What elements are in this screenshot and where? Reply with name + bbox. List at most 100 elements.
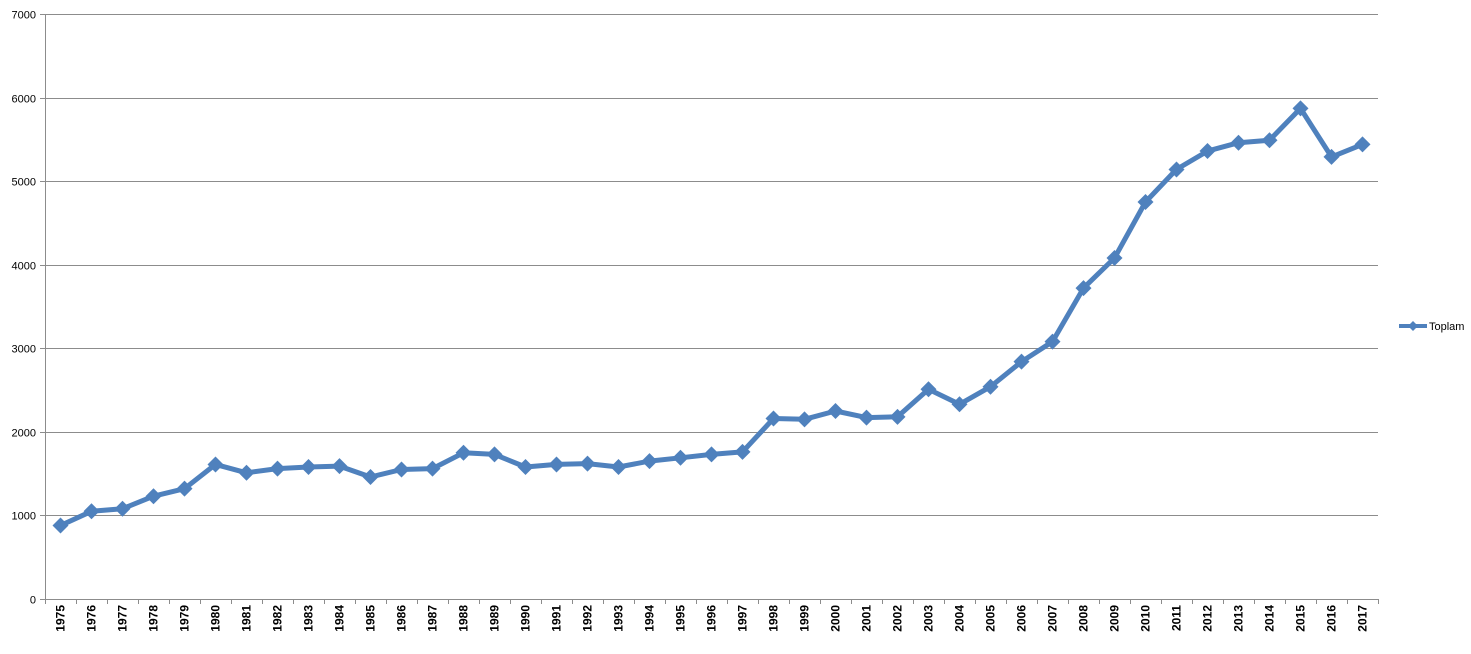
x-tick-label: 2011 xyxy=(1170,605,1184,631)
gridlines xyxy=(45,14,1378,516)
x-tick-label: 1984 xyxy=(333,605,347,632)
data-point-marker xyxy=(1199,143,1216,160)
data-point-marker xyxy=(455,444,472,461)
x-tick-label: 1991 xyxy=(550,605,564,632)
x-tick-label: 1979 xyxy=(178,605,192,632)
data-point-marker xyxy=(517,458,534,475)
x-tick-label: 2013 xyxy=(1232,605,1246,632)
data-point-marker xyxy=(858,409,875,426)
data-point-marker xyxy=(1137,194,1154,211)
x-tick-label: 1986 xyxy=(395,605,409,632)
data-point-marker xyxy=(1230,134,1247,151)
x-tick-label: 2016 xyxy=(1325,605,1339,632)
data-point-marker xyxy=(1354,136,1371,153)
x-tick-label: 1976 xyxy=(85,605,99,632)
x-tick-label: 1975 xyxy=(54,605,68,632)
x-tick-label: 1985 xyxy=(364,605,378,632)
x-tick-label: 2015 xyxy=(1294,605,1308,632)
y-tick-label: 4000 xyxy=(12,261,36,273)
x-tick-label: 2004 xyxy=(953,605,967,632)
data-point-marker xyxy=(114,500,131,517)
data-point-marker xyxy=(672,449,689,466)
legend-swatch-marker xyxy=(1408,321,1418,331)
y-tick-label: 3000 xyxy=(12,344,36,356)
y-tick-label: 0 xyxy=(30,595,36,607)
data-point-marker xyxy=(1168,161,1185,178)
y-tick-label: 1000 xyxy=(12,511,36,523)
legend: Toplam xyxy=(1399,321,1464,333)
x-tick-label: 1980 xyxy=(209,605,223,632)
x-tick-label: 1997 xyxy=(736,605,750,632)
y-tick-label: 2000 xyxy=(12,428,36,440)
x-tick-label: 1988 xyxy=(457,605,471,632)
data-point-marker xyxy=(393,461,410,478)
x-tick-label: 1999 xyxy=(798,605,812,632)
y-tick-label: 7000 xyxy=(12,10,36,22)
data-point-marker xyxy=(52,517,69,534)
data-point-marker xyxy=(207,456,224,473)
x-tick-label: 1978 xyxy=(147,605,161,632)
x-tick-label: 1992 xyxy=(581,605,595,632)
x-tick-label: 2008 xyxy=(1077,605,1091,632)
data-point-marker xyxy=(83,503,100,520)
x-tick-label: 2001 xyxy=(860,605,874,632)
x-tick-label: 1998 xyxy=(767,605,781,632)
data-point-marker xyxy=(238,464,255,481)
data-point-marker xyxy=(331,458,348,475)
data-point-marker xyxy=(362,468,379,485)
x-tick-label: 2007 xyxy=(1046,605,1060,632)
series-layer xyxy=(52,100,1371,534)
data-point-marker xyxy=(1106,250,1123,267)
data-point-marker xyxy=(579,455,596,472)
data-point-marker xyxy=(1013,353,1030,370)
x-tick-label: 1981 xyxy=(240,605,254,632)
legend-label: Toplam xyxy=(1429,321,1464,333)
x-tick-label: 1996 xyxy=(705,605,719,632)
data-point-marker xyxy=(300,458,317,475)
data-point-marker xyxy=(951,396,968,413)
data-point-marker xyxy=(641,453,658,470)
x-tick-label: 1987 xyxy=(426,605,440,632)
x-tick-label: 1995 xyxy=(674,605,688,632)
data-point-marker xyxy=(1292,100,1309,117)
data-point-marker xyxy=(1261,132,1278,149)
x-tick-label: 2003 xyxy=(922,605,936,632)
axes: 0 1000 2000 3000 4000 5000 6000 7000 1975 1976 197… xyxy=(12,10,1379,632)
data-point-marker xyxy=(703,446,720,463)
data-point-marker xyxy=(269,460,286,477)
y-tick-label: 5000 xyxy=(12,177,36,189)
x-tick-label: 1982 xyxy=(271,605,285,632)
data-point-marker xyxy=(1323,148,1340,165)
x-tick-label: 2010 xyxy=(1139,605,1153,632)
x-tick-label: 1977 xyxy=(116,605,130,632)
data-point-marker xyxy=(734,443,751,460)
x-tick-label: 2017 xyxy=(1356,605,1370,632)
x-tick-label: 1989 xyxy=(488,605,502,632)
data-point-marker xyxy=(1044,333,1061,350)
data-point-marker xyxy=(424,460,441,477)
x-tick-label: 1993 xyxy=(612,605,626,632)
x-tick-label: 1994 xyxy=(643,605,657,632)
data-point-marker xyxy=(548,456,565,473)
x-tick-label: 2009 xyxy=(1108,605,1122,632)
data-point-marker xyxy=(827,402,844,419)
x-tick-label: 2002 xyxy=(891,605,905,632)
data-point-marker xyxy=(920,381,937,398)
x-tick-label: 2012 xyxy=(1201,605,1215,632)
x-tick-label: 2005 xyxy=(984,605,998,632)
x-tick-label: 2000 xyxy=(829,605,843,632)
data-point-marker xyxy=(486,446,503,463)
x-tick-label: 1983 xyxy=(302,605,316,632)
data-point-marker xyxy=(145,488,162,505)
y-tick-label: 6000 xyxy=(12,94,36,106)
data-point-marker xyxy=(765,410,782,427)
data-point-marker xyxy=(610,458,627,475)
data-point-marker xyxy=(889,408,906,425)
data-point-marker xyxy=(796,411,813,428)
data-point-marker xyxy=(1075,280,1092,297)
series-line xyxy=(58,105,1365,528)
x-tick-label: 1990 xyxy=(519,605,533,632)
x-tick-label: 2014 xyxy=(1263,605,1277,632)
